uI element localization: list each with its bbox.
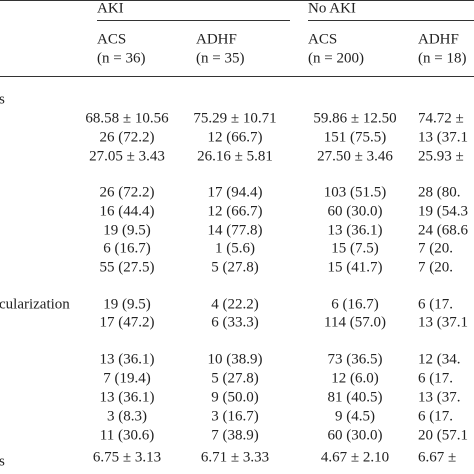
cell: 6 (16.7) — [103, 240, 151, 256]
cell: 1 (5.6) — [215, 240, 255, 256]
cell: 12 (66.7) — [208, 203, 263, 219]
row-label: s — [0, 91, 5, 107]
cell: 27.50 ± 3.46 — [317, 148, 393, 164]
cell: 5 (27.8) — [211, 370, 259, 386]
cell: 19 (54.3 — [418, 203, 468, 219]
group-header: No AKI — [308, 0, 356, 16]
cell: 6 (16.7) — [331, 296, 379, 312]
cell: 17 (47.2) — [100, 314, 155, 330]
cell: 7 (20. — [418, 240, 453, 256]
cell: 20 (57.1 — [418, 427, 468, 443]
cell: 60 (30.0) — [328, 427, 383, 443]
cell: 25.93 ± — [418, 148, 464, 164]
column-header: ADHF — [196, 31, 237, 47]
cell: 3 (8.3) — [107, 408, 147, 424]
cell: 59.86 ± 12.50 — [313, 110, 396, 126]
cell: 17 (94.4) — [208, 184, 263, 200]
column-header: ACS — [97, 31, 126, 47]
cell: 26 (72.2) — [100, 129, 155, 145]
cell: 13 (37. — [418, 389, 461, 405]
cell: 9 (50.0) — [211, 389, 259, 405]
column-header: ADHF — [418, 31, 459, 47]
cell: 151 (75.5) — [324, 129, 387, 145]
cell: 4.67 ± 2.10 — [321, 449, 389, 465]
cell: 26 (72.2) — [100, 184, 155, 200]
cell: 13 (37.1 — [418, 314, 468, 330]
cell: 13 (36.1) — [100, 351, 155, 367]
cell: 6.75 ± 3.13 — [93, 449, 161, 465]
cell: 6 (17. — [418, 296, 453, 312]
column-header: (n = 35) — [196, 50, 244, 66]
cell: 13 (36.1) — [328, 222, 383, 238]
cell: 12 (34. — [418, 351, 461, 367]
cell: 3 (16.7) — [211, 408, 259, 424]
cell: 7 (19.4) — [103, 370, 151, 386]
cell: 13 (37.1 — [418, 129, 468, 145]
cell: 9 (4.5) — [335, 408, 375, 424]
cell: 7 (38.9) — [211, 427, 259, 443]
cell: 81 (40.5) — [328, 389, 383, 405]
column-header: (n = 18) — [418, 50, 466, 66]
cell: 19 (9.5) — [103, 222, 151, 238]
cell: 15 (41.7) — [328, 259, 383, 275]
column-header: (n = 200) — [308, 50, 364, 66]
cell: 6.71 ± 3.33 — [201, 449, 269, 465]
cell: 14 (77.8) — [208, 222, 263, 238]
cell: 19 (9.5) — [103, 296, 151, 312]
cell: 13 (36.1) — [100, 389, 155, 405]
cell: 68.58 ± 10.56 — [85, 110, 169, 126]
cell: 6 (17. — [418, 408, 453, 424]
cell: 75.29 ± 10.71 — [193, 110, 276, 126]
row-label: cularization — [0, 296, 70, 312]
cell: 60 (30.0) — [328, 203, 383, 219]
cell: 12 (66.7) — [208, 129, 263, 145]
cell: 4 (22.2) — [211, 296, 259, 312]
row-label: s — [0, 453, 5, 469]
cell: 74.72 ± — [418, 110, 464, 126]
cell: 6.67 ± — [418, 449, 456, 465]
column-header: ACS — [308, 31, 337, 47]
cell: 7 (20. — [418, 259, 453, 275]
cell: 24 (68.6 — [418, 222, 468, 238]
cell: 28 (80. — [418, 184, 461, 200]
cell: 26.16 ± 5.81 — [197, 148, 273, 164]
cell: 12 (6.0) — [331, 370, 379, 386]
cell: 15 (7.5) — [331, 240, 379, 256]
cell: 5 (27.8) — [211, 259, 259, 275]
cell: 73 (36.5) — [328, 351, 383, 367]
cell: 27.05 ± 3.43 — [89, 148, 165, 164]
column-header: (n = 36) — [97, 50, 145, 66]
cell: 6 (33.3) — [211, 314, 259, 330]
cell: 114 (57.0) — [324, 314, 386, 330]
cell: 103 (51.5) — [324, 184, 387, 200]
group-header: AKI — [97, 0, 124, 16]
cell: 55 (27.5) — [100, 259, 155, 275]
cell: 11 (30.6) — [100, 427, 154, 443]
cell: 6 (17. — [418, 370, 453, 386]
cell: 16 (44.4) — [100, 203, 155, 219]
cell: 10 (38.9) — [208, 351, 263, 367]
